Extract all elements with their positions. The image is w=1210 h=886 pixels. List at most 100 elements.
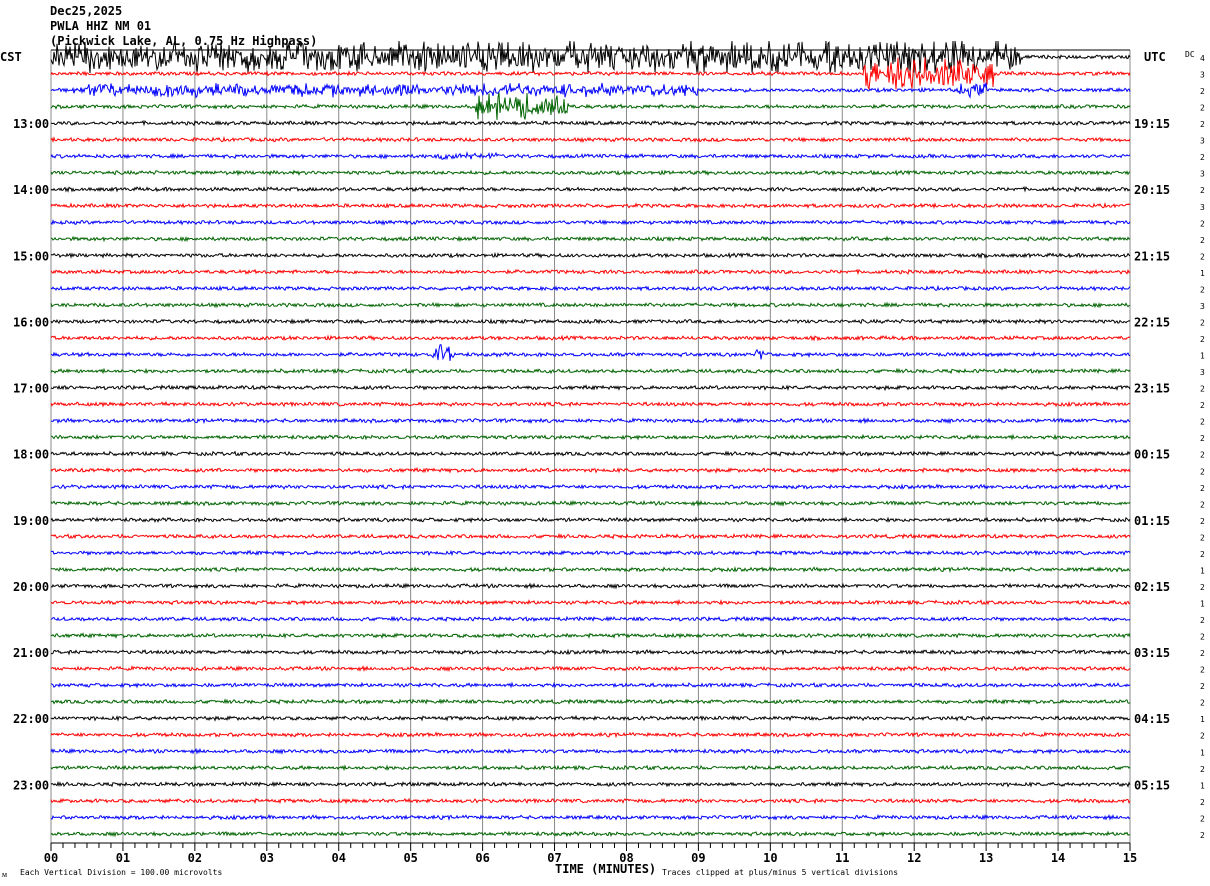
trace-row-23 (50, 433, 1131, 441)
dc-label: DC (1185, 50, 1195, 59)
dc-value: 2 (1200, 484, 1205, 493)
dc-value: 2 (1200, 87, 1205, 96)
scale-note: Each Vertical Division = 100.00 microvol… (20, 868, 222, 877)
dc-value: 2 (1200, 814, 1205, 823)
time-labels: 13:00 14:00 15:00 16:00 17:00 18:00 19:00 20:00… (13, 54, 1205, 840)
trace-row-1 (50, 57, 1131, 91)
trace-row-44 (50, 780, 1131, 788)
dc-value: 2 (1200, 533, 1205, 542)
x-tick-label: 11 (835, 851, 849, 865)
trace-row-35 (50, 632, 1131, 640)
utc-time-label: 23:15 (1134, 382, 1170, 396)
trace-row-16 (50, 318, 1131, 326)
trace-row-22 (50, 417, 1131, 425)
dc-value: 2 (1200, 104, 1205, 113)
dc-value: 2 (1200, 467, 1205, 476)
trace-row-47 (50, 830, 1131, 838)
dc-value: 2 (1200, 385, 1205, 394)
dc-value: 2 (1200, 236, 1205, 245)
trace-row-9 (50, 202, 1131, 210)
x-axis-title: TIME (MINUTES) (555, 862, 656, 876)
cst-time-label: 13:00 (13, 117, 49, 131)
dc-value: 1 (1200, 566, 1205, 575)
x-tick-label: 14 (1051, 851, 1065, 865)
trace-row-26 (50, 483, 1131, 491)
dc-value: 2 (1200, 699, 1205, 708)
x-tick-label: 13 (979, 851, 993, 865)
x-axis: 00 01 02 03 04 05 06 07 08 09 10 11 12 13 14 15 (44, 842, 1137, 865)
trace-row-25 (50, 466, 1131, 474)
dc-value: 1 (1200, 599, 1205, 608)
trace-row-28 (50, 516, 1131, 524)
dc-value: 2 (1200, 765, 1205, 774)
dc-value: 3 (1200, 137, 1205, 146)
trace-row-3 (50, 92, 1131, 120)
x-tick-label: 08 (619, 851, 633, 865)
header-date: Dec25,2025 (50, 4, 122, 18)
x-tick-label: 02 (188, 851, 202, 865)
trace-row-15 (50, 301, 1131, 309)
trace-row-31 (50, 566, 1131, 573)
cst-label: CST (0, 50, 22, 64)
x-tick-label: 03 (260, 851, 274, 865)
dc-value: 3 (1200, 302, 1205, 311)
dc-value: 3 (1200, 203, 1205, 212)
cst-time-label: 16:00 (13, 315, 49, 329)
trace-row-5 (50, 135, 1131, 143)
dc-value: 2 (1200, 649, 1205, 658)
trace-row-40 (50, 714, 1131, 722)
trace-row-17 (50, 334, 1131, 342)
dc-value: 2 (1200, 186, 1205, 195)
dc-value: 2 (1200, 153, 1205, 162)
corner-mark: ᴍ (2, 870, 7, 879)
utc-time-label: 04:15 (1134, 712, 1170, 726)
x-tick-label: 07 (547, 851, 561, 865)
dc-value: 2 (1200, 335, 1205, 344)
dc-value: 2 (1200, 418, 1205, 427)
dc-value: 2 (1200, 616, 1205, 625)
cst-time-label: 18:00 (13, 448, 49, 462)
x-tick-label: 15 (1123, 851, 1137, 865)
cst-time-label: 22:00 (13, 712, 49, 726)
utc-time-label: 02:15 (1134, 580, 1170, 594)
dc-value: 1 (1200, 748, 1205, 757)
trace-row-46 (50, 813, 1131, 822)
x-tick-label: 12 (907, 851, 921, 865)
utc-time-label: 01:15 (1134, 514, 1170, 528)
utc-time-label: 03:15 (1134, 646, 1170, 660)
trace-row-29 (50, 532, 1131, 540)
trace-row-7 (50, 169, 1131, 177)
trace-row-14 (50, 284, 1131, 292)
x-tick-label: 06 (475, 851, 489, 865)
dc-value: 2 (1200, 451, 1205, 460)
clip-note: Traces clipped at plus/minus 5 vertical … (662, 868, 898, 877)
dc-value: 2 (1200, 633, 1205, 642)
utc-time-label: 20:15 (1134, 183, 1170, 197)
dc-value: 4 (1200, 54, 1205, 63)
utc-label: UTC (1144, 50, 1166, 64)
cst-time-label: 23:00 (13, 778, 49, 792)
dc-value: 2 (1200, 666, 1205, 675)
utc-time-label: 19:15 (1134, 117, 1170, 131)
cst-time-label: 21:00 (13, 646, 49, 660)
dc-value: 3 (1200, 170, 1205, 179)
dc-value: 2 (1200, 500, 1205, 509)
cst-time-label: 17:00 (13, 382, 49, 396)
trace-row-4 (50, 119, 1131, 127)
trace-row-36 (50, 648, 1131, 656)
x-tick-label: 09 (691, 851, 705, 865)
header-station: PWLA HHZ NM 01 (50, 19, 151, 33)
trace-row-24 (50, 450, 1131, 458)
grid (50, 50, 1131, 843)
trace-row-19 (50, 367, 1131, 375)
x-tick-label: 05 (403, 851, 417, 865)
traces (50, 40, 1131, 838)
dc-value: 2 (1200, 831, 1205, 840)
trace-row-20 (50, 384, 1131, 392)
x-tick-label: 10 (763, 851, 777, 865)
dc-value: 2 (1200, 550, 1205, 559)
dc-value: 1 (1200, 781, 1205, 790)
trace-row-2 (50, 82, 1131, 99)
